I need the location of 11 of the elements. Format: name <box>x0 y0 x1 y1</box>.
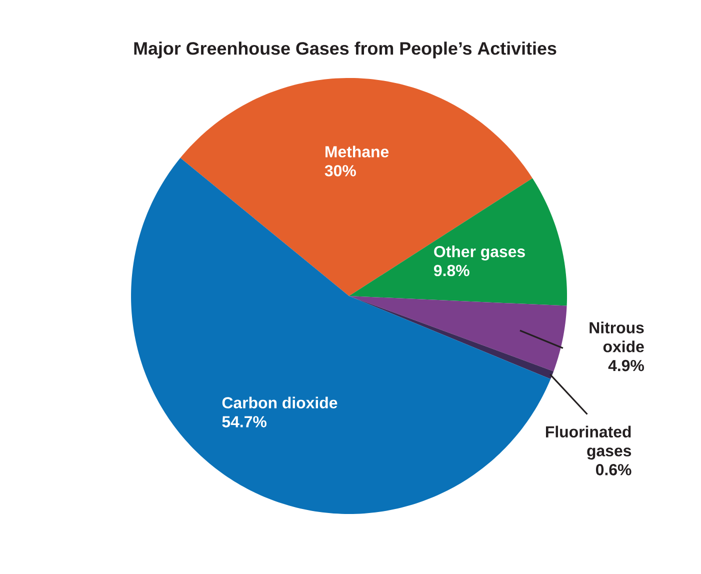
slice-label: Other gases <box>434 246 525 260</box>
data-label: 30% <box>324 165 356 176</box>
data-label: 0.6% <box>596 464 632 476</box>
data-label: 54.7% <box>222 416 266 428</box>
data-label: 4.9% <box>608 360 644 372</box>
data-label: 9.8% <box>434 264 470 276</box>
slice-label: Carbon dioxide <box>222 396 338 408</box>
slice-label: Fluorinated gases <box>546 426 632 460</box>
slice-label: Methane <box>326 146 389 158</box>
slice-label: Nitrous oxide <box>590 322 644 352</box>
chart-title: Major Greenhouse Gases from People’s Activities <box>134 42 556 58</box>
